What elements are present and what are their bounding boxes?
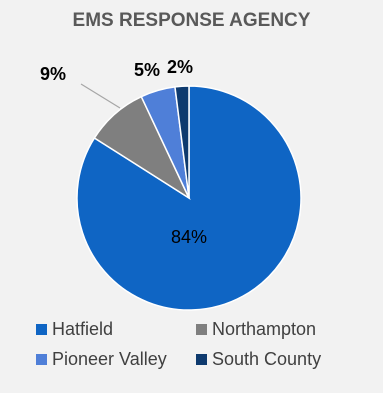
- legend-label-hatfield: Hatfield: [52, 318, 114, 339]
- pie-chart: 84% 9% 5% 2%: [40, 57, 302, 311]
- data-label-hatfield: 84%: [171, 227, 207, 247]
- legend-item-northampton: Northampton: [196, 318, 366, 340]
- leader-line-northampton: [80, 83, 121, 109]
- chart-title: EMS RESPONSE AGENCY: [72, 10, 311, 31]
- data-label-pioneer-valley: 5%: [134, 60, 160, 80]
- legend-swatch-hatfield: [36, 323, 47, 335]
- legend-swatch-south-county: [196, 353, 207, 365]
- legend-swatch-pioneer-valley: [36, 353, 47, 365]
- legend: Hatfield Northampton Pioneer Valley Sout…: [36, 318, 376, 370]
- legend-label-pioneer-valley: Pioneer Valley: [52, 348, 167, 369]
- legend-item-pioneer-valley: Pioneer Valley: [36, 348, 196, 370]
- legend-label-northampton: Northampton: [212, 318, 317, 339]
- legend-label-south-county: South County: [212, 348, 322, 369]
- data-label-northampton: 9%: [40, 64, 66, 84]
- data-label-south-county: 2%: [167, 57, 193, 77]
- legend-swatch-northampton: [196, 323, 207, 335]
- pie-slice-south-county: [174, 85, 190, 199]
- legend-item-south-county: South County: [196, 348, 366, 370]
- legend-item-hatfield: Hatfield: [36, 318, 196, 340]
